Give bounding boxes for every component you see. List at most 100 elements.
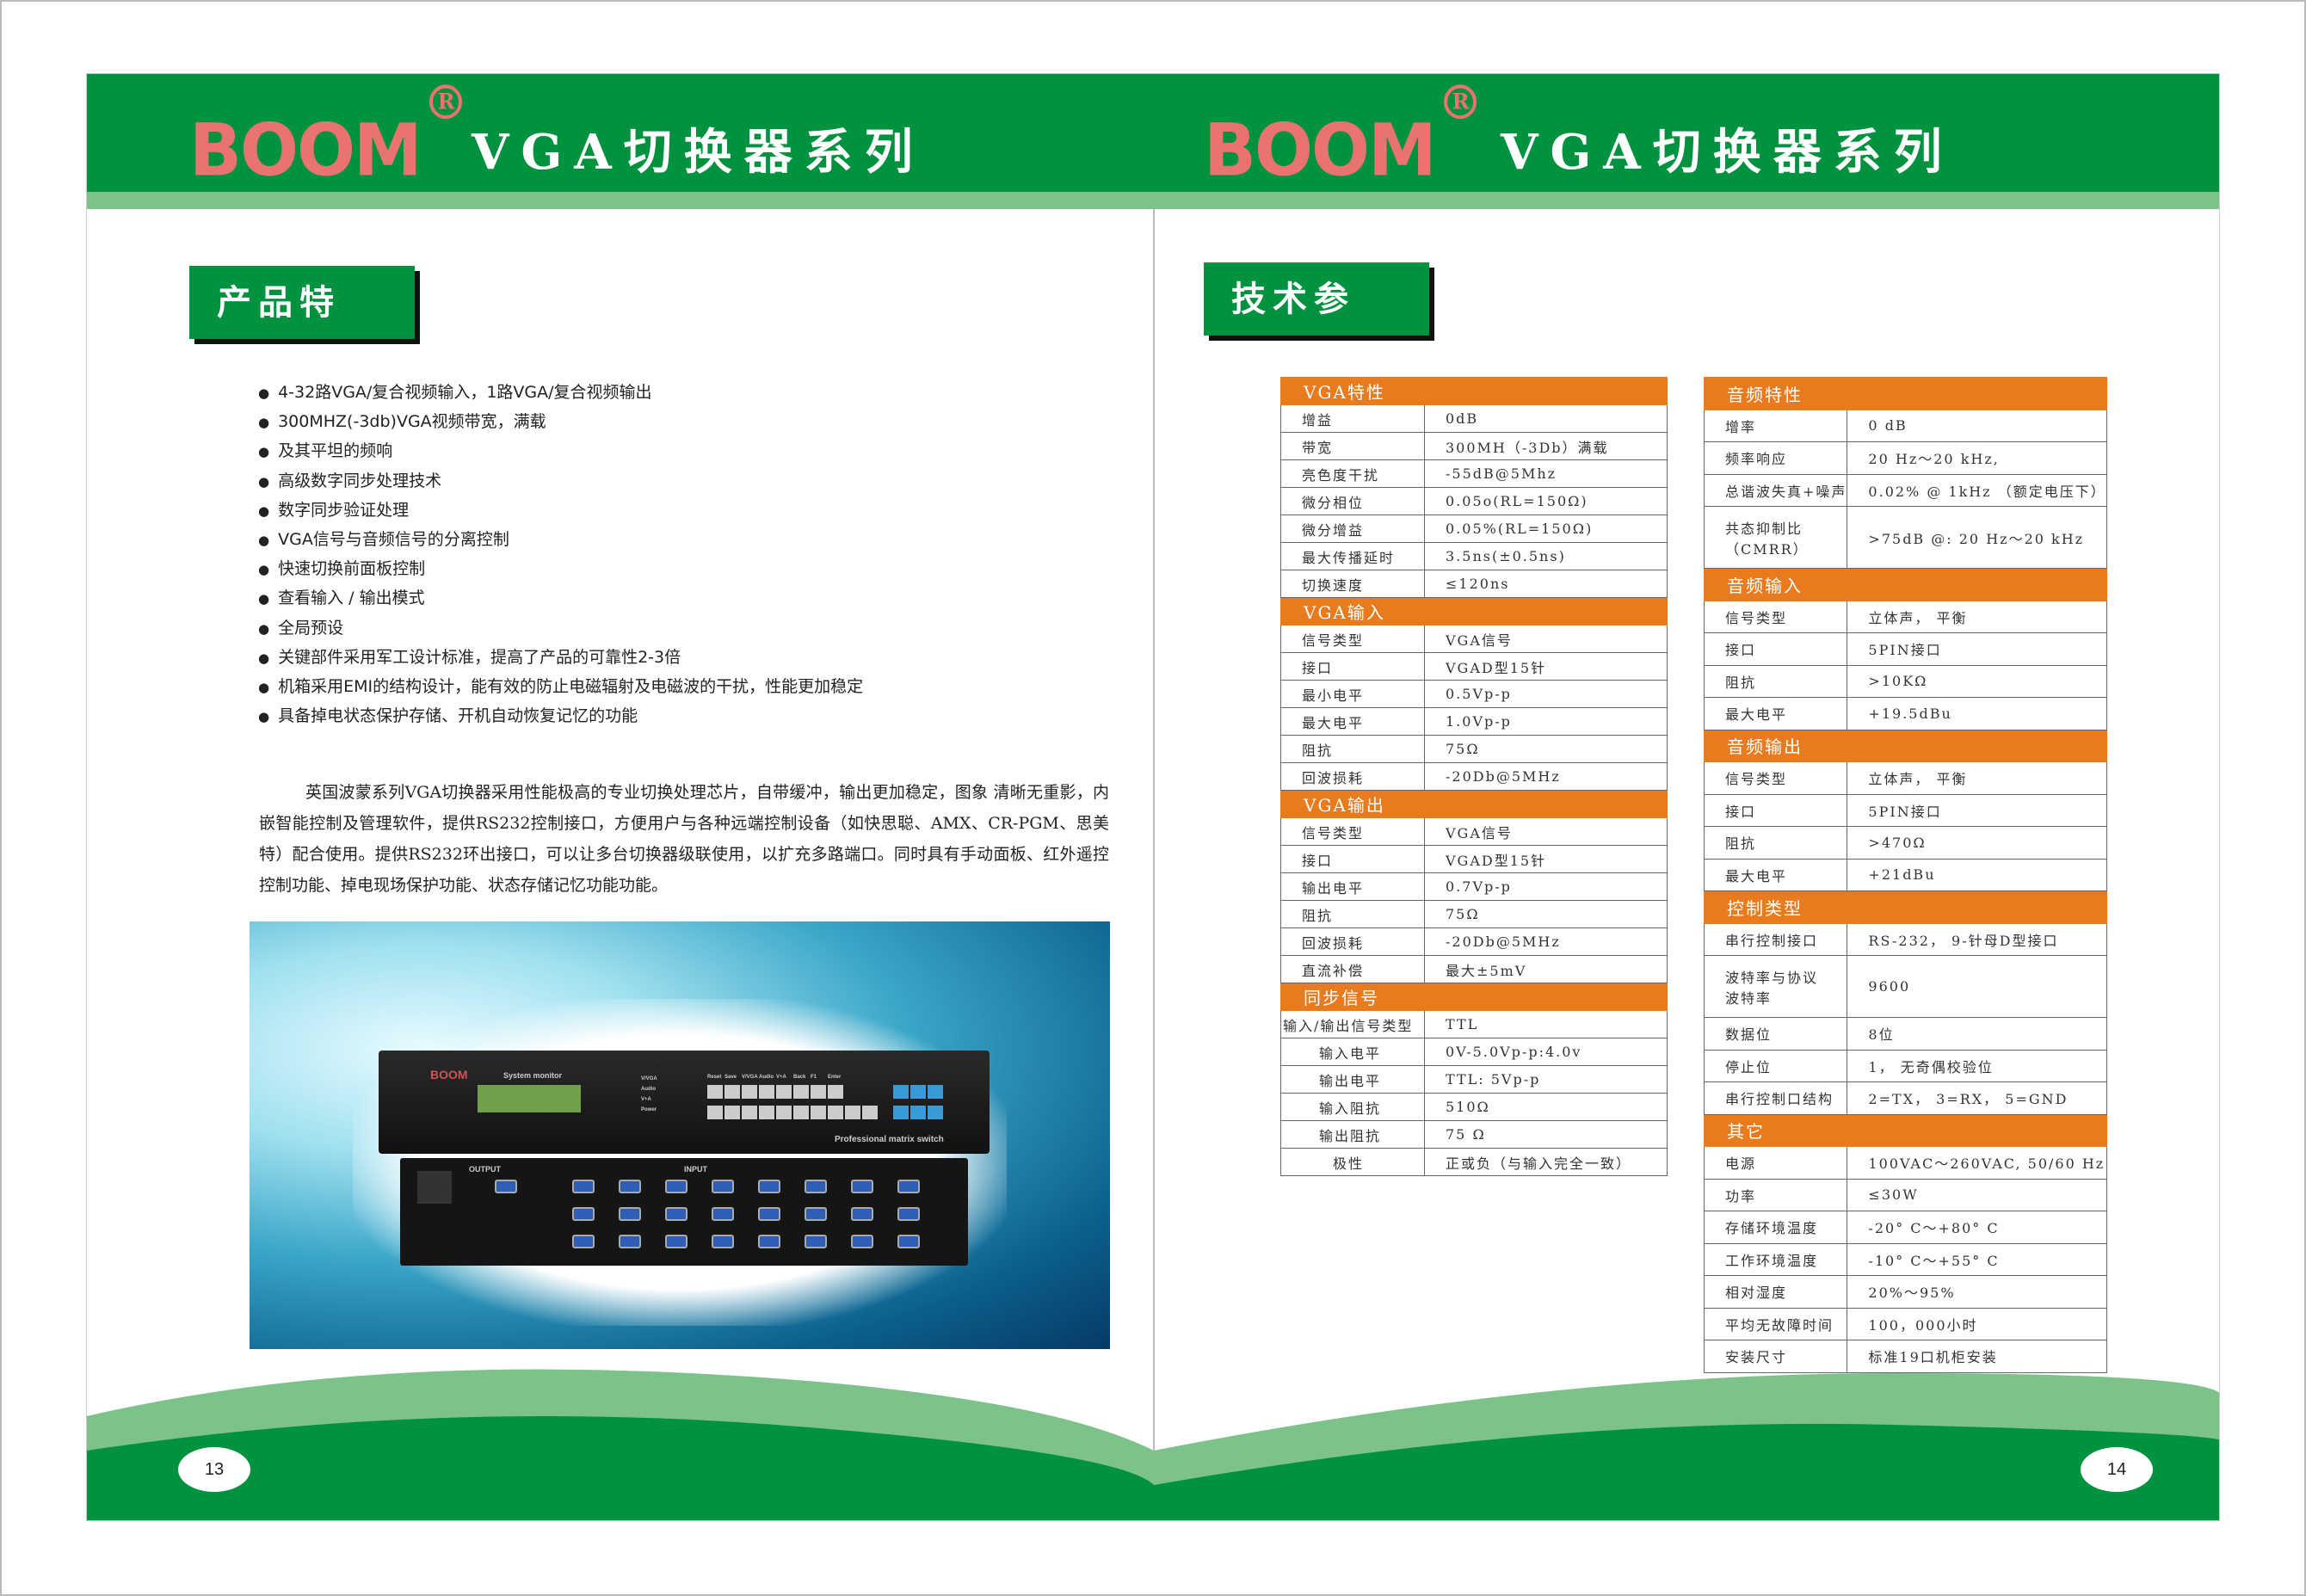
indicator-label: Audio [641, 1087, 656, 1092]
vga-input-port [805, 1235, 827, 1248]
feature-item: VGA信号与音频信号的分离控制 [258, 525, 863, 554]
vga-input-port [712, 1180, 734, 1193]
panel-letter-button [928, 1106, 943, 1119]
panel-button-label: Audio [759, 1075, 774, 1080]
spec-label: 阻抗 [1703, 664, 1848, 698]
spec-group-header: VGA输入 [1280, 597, 1668, 625]
spec-label: 输入阻抗 [1280, 1093, 1425, 1121]
spec-value: -55dB@5Mhz [1424, 459, 1668, 488]
feature-list: 4-32路VGA/复合视频输入，1路VGA/复合视频输出300MHZ(-3db)… [258, 378, 863, 730]
spec-label: 增益 [1280, 404, 1425, 433]
spec-label: 回波损耗 [1280, 927, 1425, 956]
spec-value: 20 Hz～20 kHz, [1847, 441, 2107, 475]
panel-button [742, 1085, 757, 1099]
vga-input-port [758, 1180, 780, 1193]
spec-label: 存储环境温度 [1703, 1211, 1848, 1244]
spec-group-header: 控制类型 [1704, 890, 2107, 924]
spec-label: 信号类型 [1703, 600, 1848, 633]
spec-value: +21dBu [1847, 858, 2107, 891]
spec-row: 平均无故障时间 100，000小时 [1703, 1307, 2107, 1340]
spec-row: 最大电平 +21dBu [1703, 858, 2107, 891]
spec-label: 最大电平 [1703, 858, 1848, 891]
spec-row: 增率 0 dB [1703, 409, 2107, 442]
panel-button [811, 1085, 826, 1099]
panel-letter-button [910, 1085, 926, 1099]
spec-row: 输入阻抗 510Ω [1280, 1093, 1668, 1121]
vga-input-port [572, 1235, 595, 1248]
page-number-left: 13 [178, 1447, 250, 1492]
spec-label: 串行控制接口 [1703, 922, 1848, 956]
product-photo: BOOM System monitor Professional matrix … [250, 921, 1110, 1349]
panel-button [793, 1085, 809, 1099]
vga-input-port [572, 1180, 595, 1193]
vga-input-port [712, 1235, 734, 1248]
spec-row: 最大电平 +19.5dBu [1703, 697, 2107, 730]
panel-number-button [759, 1106, 774, 1119]
spec-row: 亮色度干扰 -55dB@5Mhz [1280, 459, 1668, 488]
vga-input-port [619, 1180, 641, 1193]
spec-value: TTL: 5Vp-p [1424, 1065, 1668, 1094]
spec-value: 立体声， 平衡 [1847, 600, 2107, 633]
spec-group-header: 同步信号 [1280, 983, 1668, 1011]
spec-row: 功率 ≤30W [1703, 1178, 2107, 1211]
spec-row: 输出阻抗 75 Ω [1280, 1120, 1668, 1149]
spec-label: 最大传播延时 [1280, 542, 1425, 570]
spec-value: ≤120ns [1424, 570, 1668, 598]
spec-label: 输入/输出信号类型 [1280, 1010, 1425, 1038]
panel-number-button [828, 1106, 843, 1119]
vga-input-port [897, 1235, 920, 1248]
feature-item: 及其平坦的频响 [258, 436, 863, 465]
spec-value: 75Ω [1424, 900, 1668, 928]
spec-label: 输入电平 [1280, 1038, 1425, 1066]
indicator-label: V/VGA [641, 1076, 657, 1081]
spec-row: 最大电平 1.0Vp-p [1280, 707, 1668, 736]
spec-row: 阻抗 >10KΩ [1703, 664, 2107, 698]
brochure-spread: BOOM R VGA切换器系列 BOOM R VGA切换器系列 产品特性： 技术参数… [86, 73, 2220, 1521]
spec-label: 输出电平 [1280, 872, 1425, 901]
group-title: VGA输出 [1280, 790, 1668, 818]
spec-label: 微分相位 [1280, 487, 1425, 515]
group-title: 其它 [1704, 1113, 2107, 1147]
panel-number-button [742, 1106, 757, 1119]
spec-row: 接口 5PIN接口 [1703, 793, 2107, 827]
spec-value: 0.7Vp-p [1424, 872, 1668, 901]
panel-button-label: V/VGA [742, 1075, 758, 1080]
panel-number-button [862, 1106, 878, 1119]
panel-button [724, 1085, 740, 1099]
spec-value: 标准19口机柜安装 [1847, 1340, 2107, 1373]
feature-item: 全局预设 [258, 613, 863, 643]
spec-label: 最大电平 [1703, 697, 1848, 730]
spec-label: 安装尺寸 [1703, 1340, 1848, 1373]
page-spine [1153, 209, 1155, 1520]
panel-button [828, 1085, 843, 1099]
spec-value: 1， 无奇偶校验位 [1847, 1049, 2107, 1082]
panel-button-label: Save [724, 1075, 737, 1080]
spec-label: 接口 [1280, 845, 1425, 873]
vga-input-port [805, 1207, 827, 1221]
spec-label: 信号类型 [1280, 625, 1425, 653]
panel-button [776, 1085, 792, 1099]
spec-row: 总谐波失真+噪声 0.02% @ 1kHz （额定电压下） [1703, 473, 2107, 507]
spec-row: 回波损耗 -20Db@5MHz [1280, 927, 1668, 956]
group-title: 控制类型 [1704, 890, 2107, 924]
spec-value: 100，000小时 [1847, 1307, 2107, 1340]
spec-label: 直流补偿 [1280, 955, 1425, 983]
spec-group-header: 音频特性 [1704, 377, 2107, 410]
spec-row: 增益 0dB [1280, 404, 1668, 433]
spec-group-header: 其它 [1704, 1113, 2107, 1147]
vga-input-port [851, 1180, 873, 1193]
spec-value: 0.05o(RL=150Ω) [1424, 487, 1668, 515]
spec-row: 最小电平 0.5Vp-p [1280, 680, 1668, 708]
panel-number-button [776, 1106, 792, 1119]
device-front-panel: BOOM System monitor Professional matrix … [379, 1051, 990, 1154]
spec-label: 带宽 [1280, 432, 1425, 460]
header-stripe [87, 192, 2219, 209]
spec-row: 微分增益 0.05%(RL=150Ω) [1280, 515, 1668, 543]
spec-label: 切换速度 [1280, 570, 1425, 598]
product-description: 英国波蒙系列VGA切换器采用性能极高的专业切换处理芯片，自带缓冲，输出更加稳定，… [259, 783, 1109, 895]
spec-value: -20Db@5MHz [1424, 762, 1668, 791]
spec-row: 相对湿度 20%～95% [1703, 1275, 2107, 1309]
panel-button [759, 1085, 774, 1099]
spec-row: 频率响应 20 Hz～20 kHz, [1703, 441, 2107, 475]
spec-row: 波特率与协议 波特率 9600 [1703, 955, 2107, 1018]
